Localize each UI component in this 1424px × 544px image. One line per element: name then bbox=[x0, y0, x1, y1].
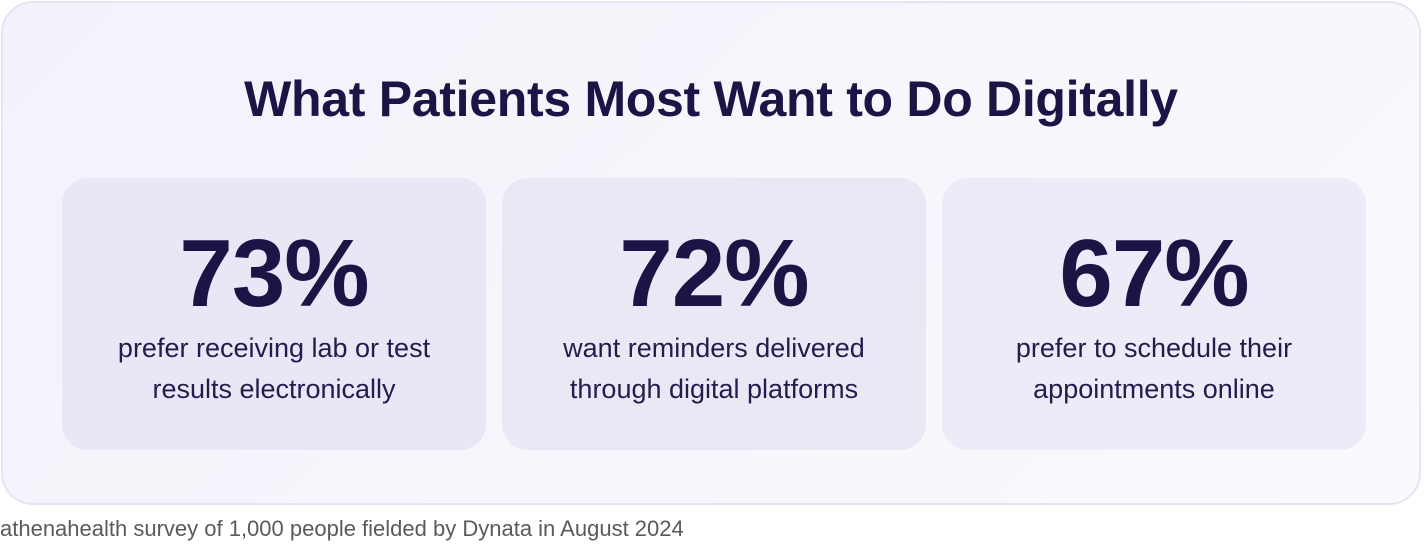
stat-card-reminders: 72% want reminders delivered through dig… bbox=[502, 178, 926, 450]
stat-value: 73% bbox=[179, 220, 369, 327]
stat-description-line: prefer receiving lab or test bbox=[117, 333, 431, 363]
stat-description-line: results electronically bbox=[152, 374, 396, 404]
stat-description-line: appointments online bbox=[1033, 374, 1275, 404]
stat-description: prefer to schedule their appointments on… bbox=[942, 328, 1366, 410]
stat-description-line: prefer to schedule their bbox=[1015, 333, 1293, 363]
stat-description: prefer receiving lab or test results ele… bbox=[62, 328, 486, 410]
stat-value: 67% bbox=[1059, 220, 1249, 327]
stat-description-line: through digital platforms bbox=[569, 374, 859, 404]
stat-card-scheduling: 67% prefer to schedule their appointment… bbox=[942, 178, 1366, 450]
infographic-title: What Patients Most Want to Do Digitally bbox=[244, 71, 1178, 127]
source-note: athenahealth survey of 1,000 people fiel… bbox=[0, 516, 684, 541]
stat-cards: 73% prefer receiving lab or test results… bbox=[62, 178, 1367, 450]
infographic-panel: What Patients Most Want to Do Digitally … bbox=[1, 1, 1421, 505]
stat-description: want reminders delivered through digital… bbox=[502, 328, 926, 410]
stat-description-line: want reminders delivered bbox=[563, 333, 865, 363]
stat-value: 72% bbox=[619, 220, 809, 327]
stat-card-lab-results: 73% prefer receiving lab or test results… bbox=[62, 178, 486, 450]
